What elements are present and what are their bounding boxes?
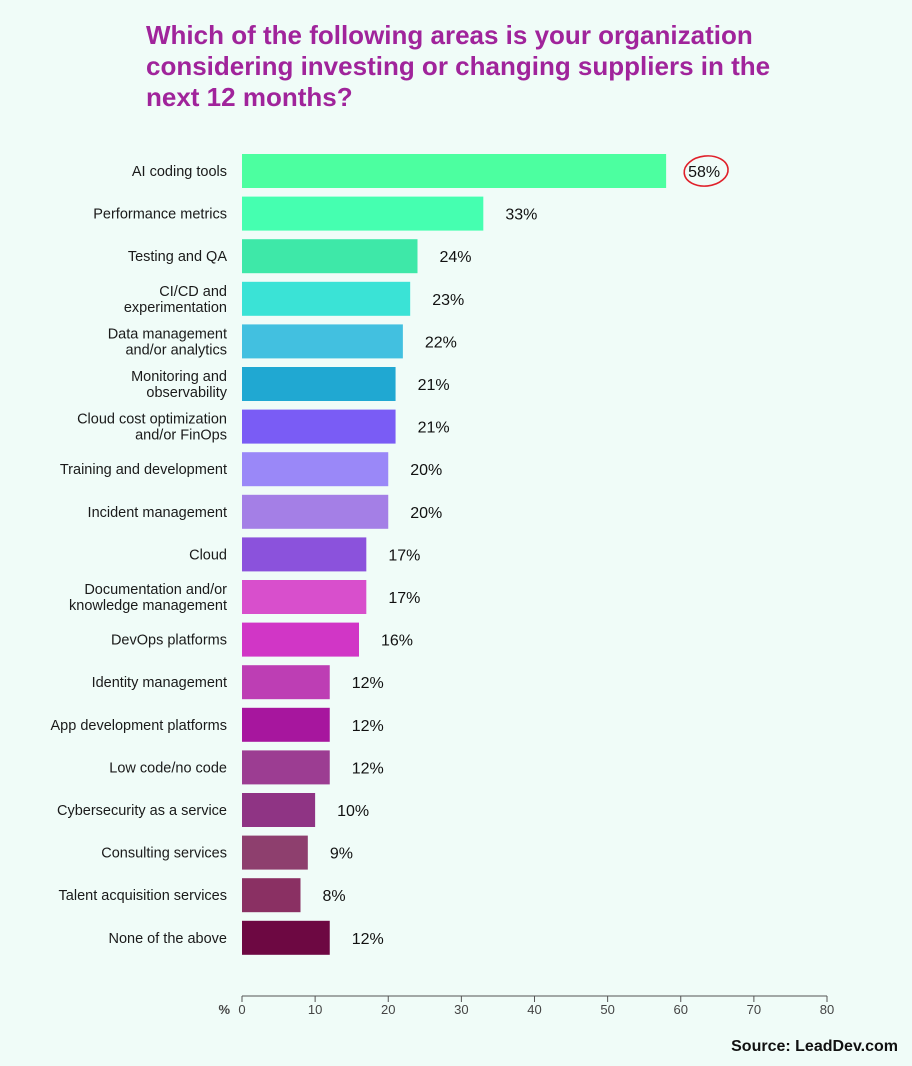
bar-10 [242,580,367,614]
x-axis: % 0 10 20 30 40 50 60 70 80 [218,995,834,1017]
category-label-13: App development platforms [50,718,227,734]
value-label-8: 20% [410,505,442,522]
bar-0 [242,154,667,188]
source-credit: Source: LeadDev.com [731,1038,898,1055]
value-label-14: 12% [352,760,384,777]
category-label-11: DevOps platforms [111,633,227,649]
x-tick-label-7: 70 [747,1002,761,1017]
bar-16 [242,835,308,870]
value-label-10: 17% [388,590,420,607]
category-label-9: Cloud [189,547,227,563]
value-label-0: 58% [688,164,720,181]
x-tick-label-2: 20 [381,1002,395,1017]
category-label-14: Low code/no code [109,760,227,776]
value-label-7: 20% [410,462,442,479]
bar-3 [242,281,411,316]
bar-14 [242,750,330,785]
category-label-17: Talent acquisition services [59,888,227,904]
bar-15 [242,793,316,827]
x-tick-label-0: 0 [238,1002,245,1017]
x-tick-label-4: 40 [527,1002,541,1017]
chart-title: Which of the following areas is your org… [146,20,771,112]
bar-18 [242,920,330,955]
bars-group [242,154,667,955]
x-axis-unit-label: % [218,1002,230,1017]
bar-17 [242,878,301,913]
category-label-0: AI coding tools [132,164,227,180]
category-label-6: Cloud cost optimization and/or FinOps [77,412,227,444]
category-label-5: Monitoring and observability [131,369,228,401]
value-labels-group: 58% 33% 24% 23% 22% 21% 21% 20% 20% 17% 17% 16% 12% 1… [323,164,721,948]
x-tick-label-5: 50 [600,1002,614,1017]
bar-4 [242,324,403,359]
value-label-17: 8% [323,888,346,905]
value-label-13: 12% [352,718,384,735]
value-label-5: 21% [418,377,450,394]
bar-6 [242,409,396,444]
bar-11 [242,622,359,657]
bar-9 [242,537,367,572]
value-label-11: 16% [381,633,413,650]
x-tick-label-8: 80 [820,1002,834,1017]
bar-5 [242,367,396,401]
category-labels-group: AI coding tools Performance metrics Testin… [50,164,227,947]
value-label-4: 22% [425,334,457,351]
value-label-18: 12% [352,931,384,948]
bar-1 [242,196,484,231]
category-label-16: Consulting services [101,846,227,862]
highlight-circle [683,155,729,187]
value-label-9: 17% [388,547,420,564]
bar-12 [242,665,330,700]
value-label-2: 24% [440,249,472,266]
value-label-3: 23% [432,292,464,309]
value-label-15: 10% [337,803,369,820]
value-label-6: 21% [418,420,450,437]
bar-7 [242,452,389,487]
value-label-1: 33% [505,207,537,224]
category-label-15: Cybersecurity as a service [57,803,227,819]
x-tick-label-3: 30 [454,1002,468,1017]
value-label-16: 9% [330,846,353,863]
x-tick-label-6: 60 [674,1002,688,1017]
category-label-8: Incident management [88,505,227,521]
category-label-7: Training and development [60,462,227,478]
bar-13 [242,707,330,742]
category-label-3: CI/CD and experimentation [124,284,227,316]
category-label-18: None of the above [108,931,227,947]
category-label-10: Documentation and/or knowledge management [69,582,227,614]
bar-8 [242,494,389,529]
category-label-12: Identity management [92,675,227,691]
category-label-1: Performance metrics [93,207,227,223]
category-label-2: Testing and QA [128,249,227,265]
value-label-12: 12% [352,675,384,692]
bar-2 [242,239,418,274]
category-label-4: Data management and/or analytics [108,326,227,358]
x-tick-label-1: 10 [308,1002,322,1017]
